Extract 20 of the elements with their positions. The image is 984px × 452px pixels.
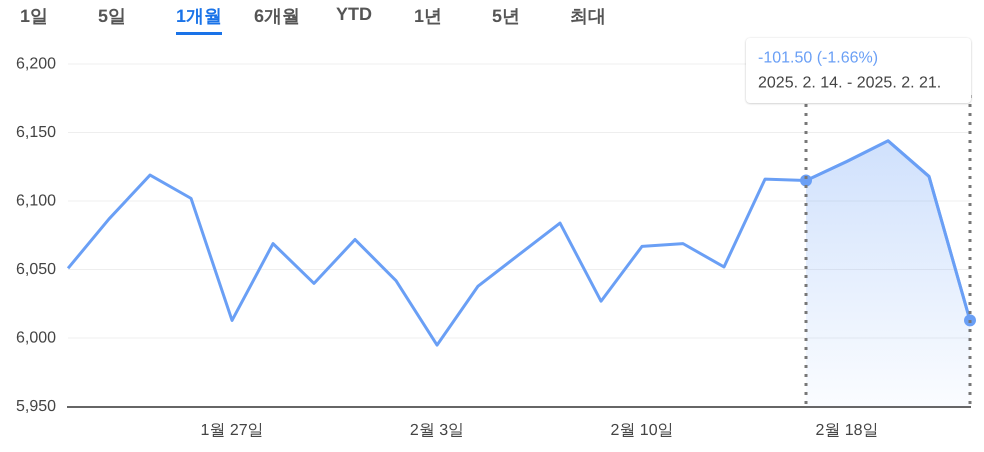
- y-tick-label: 6,200: [16, 55, 56, 72]
- y-tick-label: 6,150: [16, 124, 56, 141]
- annotation: 2025. 2. 14. - 2025. 2. 21.: [758, 74, 942, 92]
- annotation: -101.50 (-1.66%): [758, 49, 878, 66]
- y-tick-label: 6,000: [16, 330, 56, 347]
- text: 5일: [98, 5, 126, 28]
- text: 1년: [414, 5, 442, 28]
- y-tick-label: 5,950: [16, 398, 56, 416]
- text: 최대: [570, 5, 606, 28]
- x-tick-label: 2월 3일: [410, 422, 464, 439]
- y-tick-label: 6,050: [16, 261, 56, 278]
- text: YTD: [336, 4, 372, 26]
- x-tick-label: 1월 27일: [200, 422, 264, 439]
- text: 1일: [20, 5, 48, 28]
- text: 6개월: [254, 5, 300, 28]
- x-tick-label: 2월 18일: [815, 422, 879, 439]
- x-tick-label: 2월 10일: [610, 422, 674, 439]
- text: 1개월: [176, 4, 222, 35]
- y-tick-label: 6,100: [16, 192, 56, 210]
- text: 5년: [492, 5, 520, 28]
